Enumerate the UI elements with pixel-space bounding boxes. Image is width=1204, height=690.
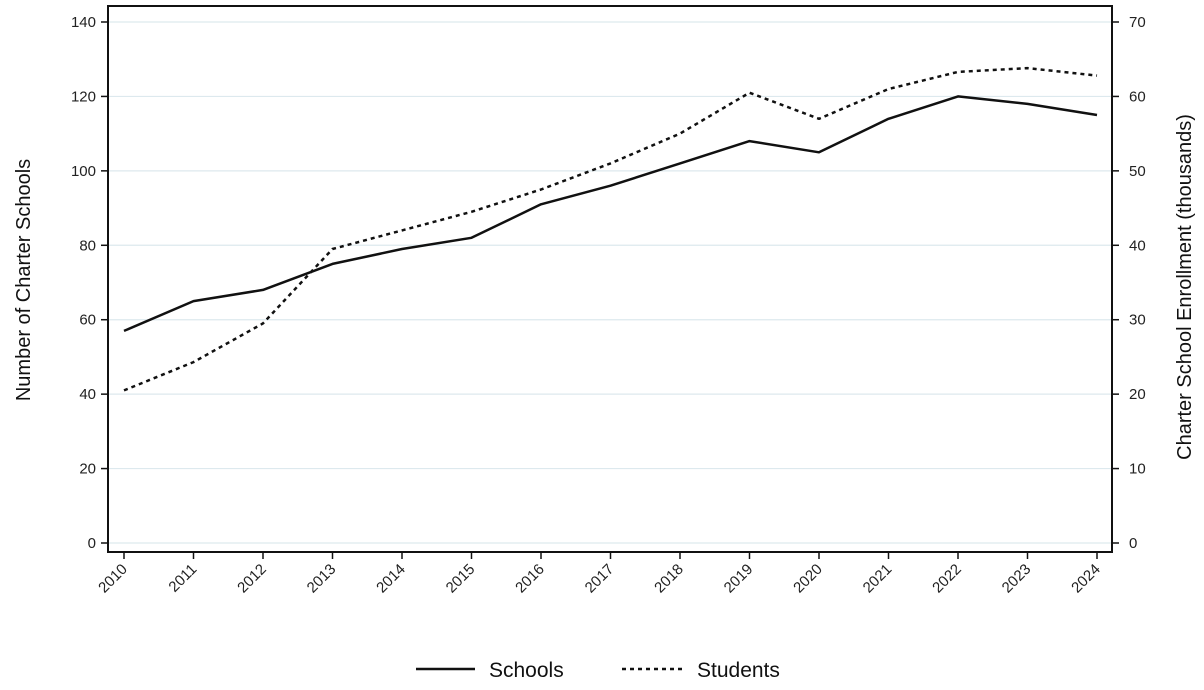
x-tick-label: 2019: [721, 561, 757, 597]
x-tick-label: 2015: [443, 561, 479, 597]
series-line-students: [123, 66, 1098, 392]
x-tick-label: 2013: [304, 561, 340, 597]
legend-label-students: Students: [697, 659, 780, 682]
x-axis: 2010 2011 2012 2013 2014 2015 2016 2017 2018 2019…: [95, 552, 1104, 596]
x-tick-label: 2012: [234, 561, 270, 597]
x-tick-label: 2010: [95, 561, 131, 597]
left-tick-label: 40: [79, 386, 96, 403]
right-tick-label: 70: [1129, 14, 1146, 31]
right-tick-label: 10: [1129, 461, 1146, 478]
x-tick-label: 2020: [790, 561, 826, 597]
x-tick-label: 2018: [651, 561, 687, 597]
x-tick-label: 2021: [860, 561, 896, 597]
right-tick-label: 20: [1129, 386, 1146, 403]
left-axis-title: Number of Charter Schools: [13, 159, 35, 401]
x-tick-label: 2011: [165, 561, 200, 596]
right-y-axis: 0 10 20 30 40 50 60 70: [1112, 14, 1146, 552]
left-tick-label: 120: [71, 88, 96, 105]
left-tick-label: 80: [79, 237, 96, 254]
legend: Schools Students: [416, 659, 780, 682]
x-tick-label: 2017: [582, 561, 618, 597]
left-tick-label: 0: [88, 535, 96, 552]
left-tick-label: 100: [71, 163, 96, 180]
left-tick-label: 140: [71, 14, 96, 31]
right-tick-label: 60: [1129, 88, 1146, 105]
left-tick-label: 60: [79, 312, 96, 329]
x-tick-label: 2022: [929, 561, 965, 597]
right-tick-label: 30: [1129, 312, 1146, 329]
left-y-axis: 0 20 40 60 80 100 120 140: [71, 14, 108, 552]
series-line-schools: [123, 95, 1098, 333]
gridlines: [108, 21, 1112, 544]
legend-label-schools: Schools: [489, 659, 564, 682]
right-tick-label: 50: [1129, 163, 1146, 180]
x-tick-label: 2014: [373, 561, 409, 597]
right-tick-label: 0: [1129, 535, 1137, 552]
x-tick-label: 2024: [1068, 561, 1104, 597]
right-tick-label: 40: [1129, 237, 1146, 254]
right-axis-title: Charter School Enrollment (thousands): [1174, 114, 1196, 460]
series-layer: [123, 66, 1098, 392]
plot-frame: [107, 5, 1113, 553]
left-tick-label: 20: [79, 461, 96, 478]
x-tick-label: 2023: [999, 561, 1035, 597]
x-tick-label: 2016: [512, 561, 548, 597]
